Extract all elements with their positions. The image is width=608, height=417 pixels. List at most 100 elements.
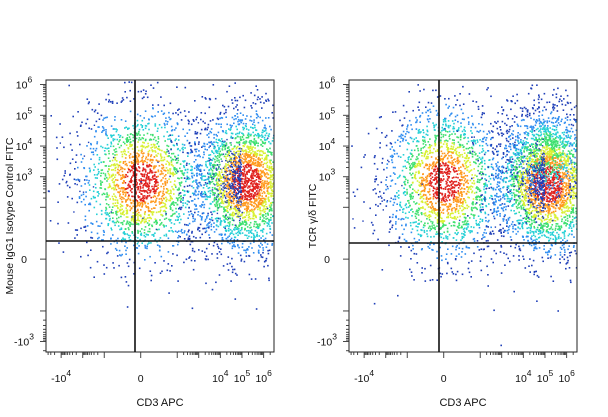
- event-dot: [121, 253, 123, 256]
- event-dot: [113, 188, 116, 191]
- event-dot: [269, 202, 272, 205]
- event-dot: [460, 122, 462, 124]
- event-dot: [143, 117, 145, 119]
- event-dot: [236, 193, 238, 195]
- event-dot: [460, 239, 462, 241]
- event-dot: [264, 129, 267, 132]
- event-dot: [157, 169, 160, 171]
- event-dot: [155, 223, 158, 225]
- event-dot: [212, 244, 215, 247]
- event-dot: [196, 155, 199, 157]
- event-dot: [74, 168, 76, 170]
- event-dot: [244, 174, 247, 177]
- event-dot: [470, 260, 473, 262]
- event-dot: [353, 227, 356, 229]
- event-dot: [231, 223, 234, 226]
- event-dot: [231, 182, 233, 184]
- event-dot: [200, 177, 202, 179]
- event-dot: [132, 199, 134, 202]
- event-dot: [264, 142, 266, 145]
- event-dot: [79, 143, 81, 146]
- event-dot: [144, 202, 146, 205]
- event-dot: [112, 138, 114, 140]
- event-dot: [137, 196, 140, 199]
- event-dot: [159, 249, 161, 252]
- event-dot: [176, 231, 179, 233]
- event-dot: [167, 150, 170, 152]
- event-dot: [233, 194, 235, 196]
- event-dot: [117, 143, 119, 145]
- event-dot: [229, 242, 231, 245]
- event-dot: [148, 223, 151, 226]
- event-dot: [269, 147, 271, 150]
- event-dot: [137, 218, 139, 220]
- event-dot: [265, 246, 268, 248]
- event-dot: [194, 148, 196, 151]
- event-dot: [98, 236, 100, 239]
- event-dot: [249, 198, 251, 201]
- event-dot: [113, 182, 115, 184]
- event-dot: [415, 253, 418, 255]
- event-dot: [237, 234, 239, 236]
- event-dot: [142, 203, 144, 206]
- event-dot: [241, 119, 243, 122]
- event-dot: [254, 208, 256, 210]
- event-dot: [252, 210, 255, 213]
- event-dot: [229, 262, 231, 265]
- event-dot: [436, 279, 438, 281]
- event-dot: [177, 135, 180, 137]
- event-dot: [237, 164, 240, 167]
- event-dot: [239, 175, 241, 177]
- event-dot: [145, 185, 148, 187]
- event-dot: [214, 192, 216, 194]
- event-dot: [242, 186, 245, 188]
- event-dot: [156, 142, 159, 145]
- event-dot: [233, 241, 235, 244]
- event-dot: [206, 128, 208, 131]
- event-dot: [112, 198, 114, 200]
- event-dot: [214, 184, 216, 186]
- event-dot: [253, 135, 255, 137]
- event-dot: [157, 127, 159, 130]
- event-dot: [76, 234, 78, 236]
- event-dot: [141, 190, 144, 192]
- event-dot: [191, 181, 194, 183]
- event-dot: [200, 174, 203, 176]
- event-dot: [166, 188, 169, 191]
- event-dot: [398, 237, 401, 240]
- event-dot: [186, 139, 189, 142]
- event-dot: [227, 256, 230, 258]
- event-dot: [258, 201, 260, 203]
- event-dot: [80, 255, 82, 258]
- event-dot: [249, 194, 251, 196]
- event-dot: [146, 132, 149, 135]
- event-dot: [132, 125, 134, 127]
- event-dot: [524, 137, 526, 139]
- event-dot: [183, 166, 186, 169]
- event-dot: [168, 155, 170, 158]
- event-dot: [479, 139, 481, 141]
- event-dot: [417, 106, 419, 108]
- event-dot: [484, 151, 487, 154]
- event-dot: [250, 181, 253, 184]
- event-dot: [244, 156, 247, 159]
- event-dot: [177, 109, 179, 111]
- event-dot: [147, 209, 150, 212]
- event-dot: [204, 97, 207, 99]
- event-dot: [131, 169, 133, 172]
- event-dot: [151, 234, 153, 236]
- event-dot: [133, 98, 135, 100]
- event-dot: [255, 179, 258, 181]
- event-dot: [202, 187, 205, 189]
- event-dot: [493, 210, 496, 212]
- event-dot: [468, 247, 471, 249]
- event-dot: [261, 140, 264, 143]
- event-dot: [132, 205, 134, 208]
- event-dot: [150, 170, 153, 172]
- event-dot: [247, 203, 249, 205]
- event-dot: [238, 225, 240, 227]
- event-dot: [188, 178, 191, 180]
- event-dot: [261, 157, 263, 160]
- event-dot: [100, 145, 102, 148]
- event-dot: [180, 177, 183, 179]
